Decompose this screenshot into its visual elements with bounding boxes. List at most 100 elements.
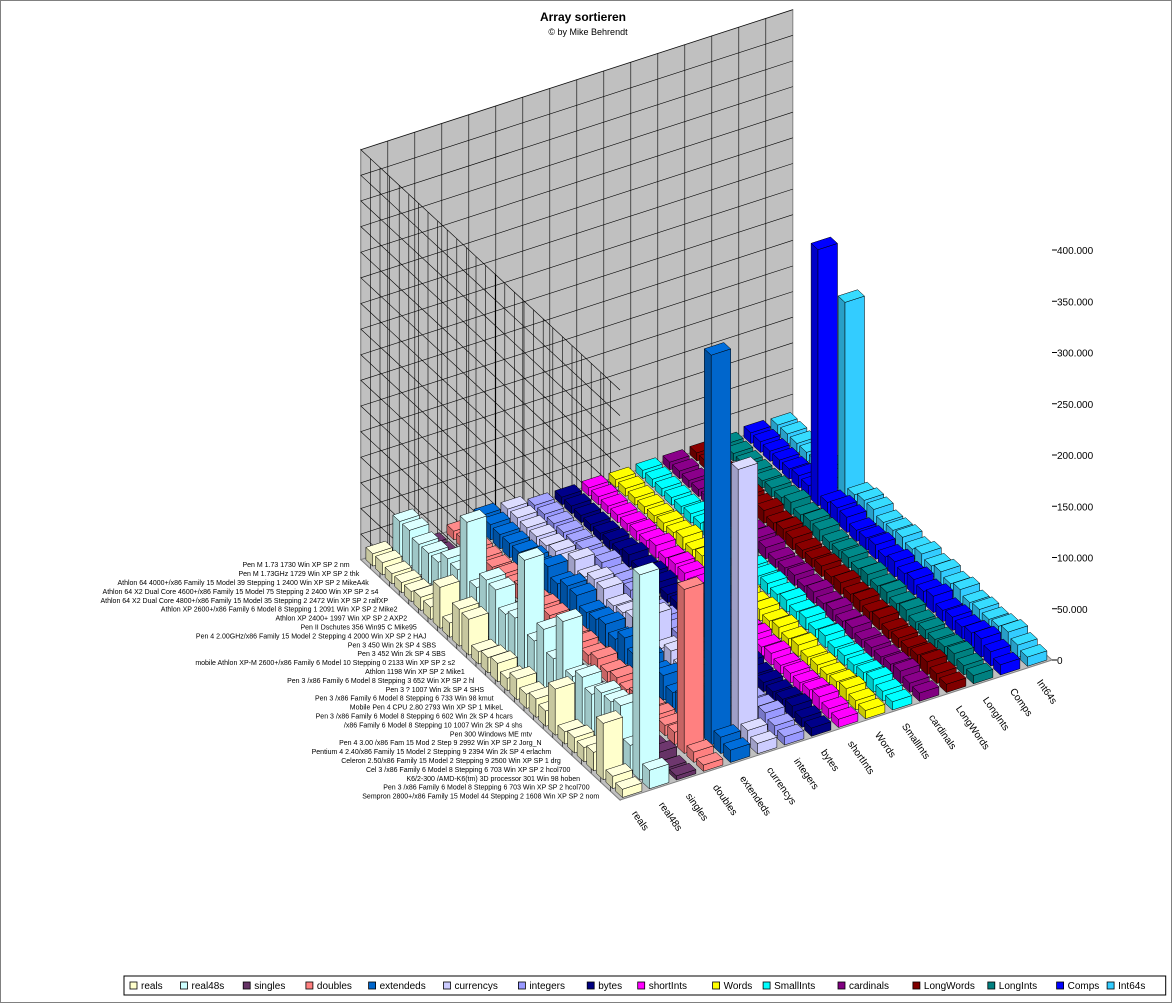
bar-face-top: [547, 676, 576, 690]
bar-face-top: [459, 509, 487, 523]
bar-face-top: [488, 577, 516, 591]
bar-face-top: [392, 508, 420, 522]
bar-face-top: [775, 686, 803, 700]
legend-swatch: [1106, 981, 1115, 990]
system-label: Cel 3 /x86 Family 6 Model 8 Stepping 6 7…: [366, 767, 571, 774]
bar-face-top: [889, 590, 917, 605]
bar-face-top: [829, 494, 858, 509]
bar-face-top: [632, 561, 660, 576]
bar-face-top: [606, 592, 634, 607]
bar-face-top: [825, 596, 853, 611]
bar-face-top: [575, 535, 603, 550]
bar-face-top: [573, 502, 601, 516]
z-tick-label: 250.000: [1057, 400, 1094, 411]
bar-face-top: [860, 561, 888, 575]
bar-face-top: [403, 578, 432, 592]
legend-entry: LongInts: [999, 981, 1037, 992]
bar-face-top: [854, 626, 882, 640]
bar-face-top: [609, 664, 637, 679]
system-label: Pen 3 /x86 Family 6 Model 8 Stepping 6 7…: [315, 696, 494, 703]
bar-face-top: [594, 680, 622, 694]
z-tick-label: 50.000: [1057, 605, 1088, 616]
z-tick-label: 150.000: [1057, 502, 1094, 513]
system-label: Pen II Dschutes 356 Win95 C Mike95: [300, 624, 416, 631]
bar-face-top: [837, 289, 865, 303]
bar-face-top: [838, 675, 867, 689]
bar-face-top: [762, 438, 790, 452]
bar-face-top: [667, 551, 696, 565]
system-label: Pen 3 ? 1007 Win 2k SP 4 SHS: [386, 687, 485, 694]
bar-face-top: [502, 530, 530, 544]
bar-face-top: [856, 659, 884, 673]
bar-face-top: [538, 532, 567, 546]
bar-face-top: [848, 687, 876, 701]
system-label: Athlon XP 2600+/x86 Family 6 Model 8 Ste…: [161, 607, 398, 614]
bar-face-top: [635, 457, 663, 471]
bar-face-front: [817, 243, 838, 507]
bar-int64s: [837, 289, 865, 498]
bar-face-top: [519, 514, 547, 529]
bar-face-top: [753, 428, 781, 443]
bar-face-top: [885, 688, 913, 703]
bar-face-top: [887, 548, 915, 563]
legend-swatch: [443, 981, 451, 990]
system-label: Athlon 64 X2 Dual Core 4800+/x86 Family …: [101, 598, 389, 605]
bar-face-top: [394, 569, 422, 583]
bar-face-top: [602, 527, 630, 541]
bar-face-top: [833, 569, 861, 584]
bar-extendeds: [723, 737, 751, 764]
bar-face-top: [769, 581, 798, 595]
legend-entry: Words: [724, 981, 753, 992]
bar-face-top: [542, 602, 570, 616]
bar-face-top: [779, 587, 807, 601]
bar-face-top: [811, 683, 840, 698]
legend-swatch: [762, 981, 771, 990]
chart-title: Array sortieren: [540, 10, 626, 24]
bar-face-top: [730, 456, 759, 470]
bar-face-top: [841, 544, 869, 559]
bar-face-top: [586, 566, 615, 580]
legend-swatch: [180, 981, 188, 990]
bar-face-top: [681, 467, 709, 481]
bar-face-top: [983, 638, 1011, 653]
bar-face-top: [789, 430, 817, 444]
legend-swatch: [305, 981, 314, 990]
bar-face-top: [800, 644, 828, 658]
bar-face-top: [956, 652, 984, 666]
bar-face-top: [862, 599, 890, 613]
bar-int64s: [1020, 644, 1048, 667]
bar-cardinals: [787, 562, 815, 587]
bar-face-top: [844, 614, 873, 628]
bar-reals: [615, 776, 643, 799]
bar-face-top: [910, 642, 938, 656]
bar-face-top: [592, 520, 621, 534]
bar-face-top: [662, 449, 690, 463]
bar-face-top: [750, 730, 778, 744]
system-label: Pen 300 Windows ME mtv: [450, 731, 533, 738]
chart-bars: [365, 236, 1048, 799]
bar-face-top: [852, 587, 880, 601]
bar-face-top: [529, 523, 557, 538]
bar-face-top: [658, 545, 686, 559]
bar-real48s: [632, 561, 660, 781]
bar-face-top: [461, 606, 489, 620]
system-label: Athlon 1198 Win XP SP 2 Mike1: [365, 669, 465, 676]
bar-longints: [966, 662, 994, 685]
bar-face-top: [925, 583, 954, 597]
bar-face-top: [783, 489, 811, 503]
bar-face-top: [760, 570, 788, 584]
bar-face-top: [781, 625, 809, 640]
bar-face-top: [810, 236, 838, 250]
bar-face-top: [873, 644, 901, 658]
bar-face-top: [796, 573, 825, 587]
legend-entry: real48s: [192, 981, 225, 992]
bar-face-top: [471, 638, 499, 652]
bar-face-top: [846, 652, 874, 666]
bar-face-top: [645, 466, 673, 480]
bar-face-top: [567, 724, 595, 738]
system-label: Celeron 2.50/x86 Family 15 Model 2 Stepp…: [341, 758, 561, 765]
bar-face-top: [451, 596, 480, 610]
z-axis-ticks: 0 50.000 100.000 150.000 200.000 250.000 300.0…: [1052, 246, 1094, 667]
system-label: mobile Athlon XP-M 2600+/x86 Family 6 Mo…: [195, 660, 455, 667]
